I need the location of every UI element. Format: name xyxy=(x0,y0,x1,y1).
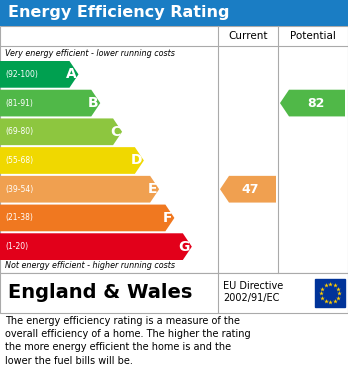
Text: (21-38): (21-38) xyxy=(5,213,33,222)
Text: E: E xyxy=(148,182,157,196)
Polygon shape xyxy=(0,90,100,117)
Polygon shape xyxy=(280,90,345,117)
Polygon shape xyxy=(0,118,122,145)
Polygon shape xyxy=(0,147,144,174)
Text: (81-91): (81-91) xyxy=(5,99,33,108)
Bar xyxy=(315,279,345,307)
Text: The energy efficiency rating is a measure of the
overall efficiency of a home. T: The energy efficiency rating is a measur… xyxy=(5,316,251,366)
Polygon shape xyxy=(0,176,159,203)
Polygon shape xyxy=(0,204,174,231)
Text: (55-68): (55-68) xyxy=(5,156,33,165)
Text: England & Wales: England & Wales xyxy=(8,283,192,303)
Text: Very energy efficient - lower running costs: Very energy efficient - lower running co… xyxy=(5,49,175,58)
Text: G: G xyxy=(179,240,190,254)
Text: (92-100): (92-100) xyxy=(5,70,38,79)
Text: A: A xyxy=(66,67,77,81)
Polygon shape xyxy=(0,61,79,88)
Text: (1-20): (1-20) xyxy=(5,242,28,251)
Text: Energy Efficiency Rating: Energy Efficiency Rating xyxy=(8,5,229,20)
Text: (69-80): (69-80) xyxy=(5,127,33,136)
Text: 47: 47 xyxy=(241,183,259,196)
Polygon shape xyxy=(220,176,276,203)
Text: F: F xyxy=(163,211,172,225)
Bar xyxy=(0,26,348,273)
Text: Current: Current xyxy=(228,31,268,41)
Bar xyxy=(0,0,348,26)
Text: C: C xyxy=(110,125,120,139)
Text: 82: 82 xyxy=(307,97,324,109)
Text: Potential: Potential xyxy=(290,31,335,41)
Text: (39-54): (39-54) xyxy=(5,185,33,194)
Bar xyxy=(0,273,348,313)
Text: D: D xyxy=(130,154,142,167)
Text: Not energy efficient - higher running costs: Not energy efficient - higher running co… xyxy=(5,261,175,270)
Text: B: B xyxy=(88,96,98,110)
Text: EU Directive
2002/91/EC: EU Directive 2002/91/EC xyxy=(223,281,283,303)
Polygon shape xyxy=(0,233,192,260)
